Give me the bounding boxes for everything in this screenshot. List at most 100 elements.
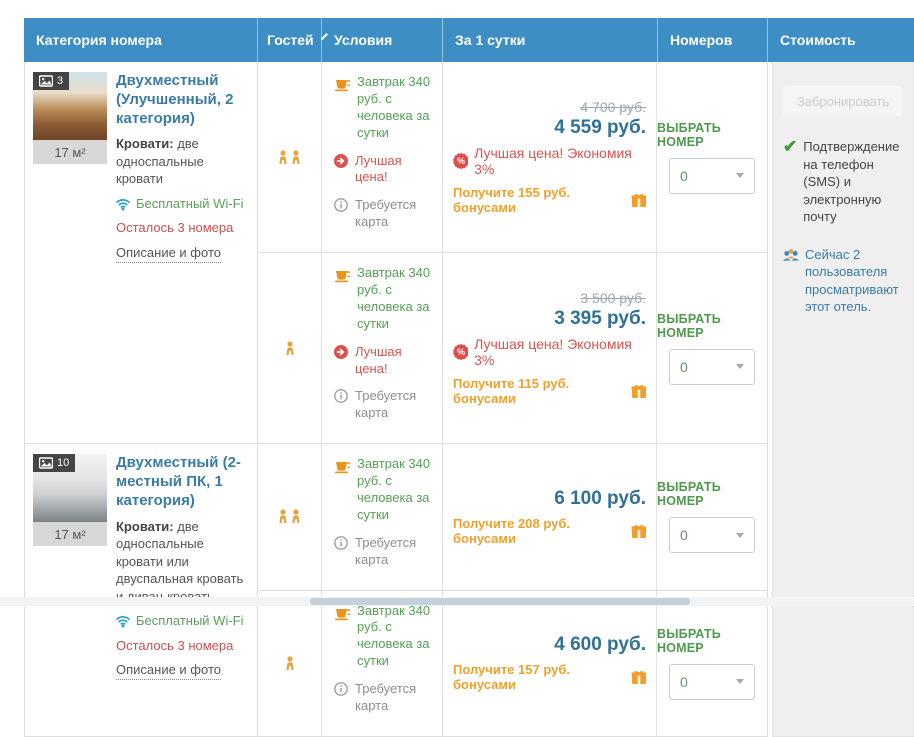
rooms-select-cell: ВЫБРАТЬ НОМЕР 0 (657, 62, 767, 252)
wifi-icon (116, 198, 130, 211)
photo-icon (39, 457, 53, 469)
price: 6 100 руб. (554, 487, 646, 509)
price-cell: 3 500 руб. 3 395 руб. Лучшая цена! Эконо… (443, 253, 657, 444)
col-header-rooms: Номеров (658, 18, 768, 62)
description-link[interactable]: Описание и фото (116, 244, 221, 263)
users-icon (783, 248, 799, 261)
bonus-line: Получите 208 руб. бонусами (453, 516, 646, 546)
room-title[interactable]: Двухместный (Улучшенный, 2 категория) (116, 72, 234, 127)
room-beds: Кровати: две односпальные кровати (116, 136, 204, 187)
rooms-count-select[interactable]: 0 (669, 517, 755, 554)
rooms-count-select[interactable]: 0 (669, 348, 755, 385)
condition-best-price: Лучшая цена! (334, 344, 436, 378)
condition-breakfast: Завтрак 340 руб. с человека за сутки (334, 74, 436, 142)
col-header-per-day: За 1 сутки (443, 18, 658, 62)
condition-breakfast: Завтрак 340 руб. с человека за сутки (334, 265, 436, 333)
scrollbar-thumb[interactable] (310, 598, 690, 605)
col-header-category: Категория номера (24, 18, 258, 62)
guests-cell (258, 590, 322, 736)
discount-seal-icon (453, 153, 469, 169)
select-room-label: ВЫБРАТЬ НОМЕР (657, 120, 721, 149)
info-icon (334, 535, 348, 550)
room-area: 17 м² (33, 140, 107, 164)
select-room-label: ВЫБРАТЬ НОМЕР (657, 311, 721, 340)
person-icon (292, 509, 300, 524)
condition-card-required: Требуется карта (334, 388, 436, 422)
room-area: 17 м² (33, 522, 107, 547)
gift-icon (631, 194, 646, 209)
room-section: 3 17 м² Двухместный (Улучшенный, 2 катег… (25, 62, 767, 445)
table-header: Категория номера Гостей Условия За 1 сут… (24, 18, 914, 62)
photo-count-badge: 10 (33, 454, 76, 473)
person-icon (279, 149, 287, 164)
discount-seal-icon (453, 344, 469, 361)
description-link[interactable]: Описание и фото (116, 661, 221, 680)
wifi-line: Бесплатный Wi-Fi (116, 612, 249, 630)
availability-note: Осталось 3 номера (116, 220, 234, 236)
select-room-label: ВЫБРАТЬ НОМЕР (657, 626, 721, 655)
room-beds: Кровати: две односпальные кровати или дв… (116, 518, 244, 604)
person-icon (279, 509, 287, 524)
rate-row: Завтрак 340 руб. с человека за сутки Луч… (258, 62, 767, 254)
breakfast-icon (334, 270, 350, 284)
confirmation-note: ✔ Подтверждение на телефон (SMS) и элект… (783, 137, 900, 225)
select-room-label: ВЫБРАТЬ НОМЕР (657, 480, 721, 509)
col-header-guests[interactable]: Гостей (258, 18, 328, 62)
booking-panel: Забронировать ✔ Подтверждение на телефон… (772, 62, 914, 737)
rooms-count-select[interactable]: 0 (669, 663, 755, 700)
gift-icon (631, 385, 646, 400)
person-icon (292, 149, 300, 164)
room-title[interactable]: Двухместный (2-местный ПК, 1 категория) (116, 454, 241, 509)
gift-icon (631, 671, 646, 686)
info-icon (334, 682, 348, 697)
room-photo[interactable]: 3 17 м² (33, 72, 107, 164)
availability-note: Осталось 3 номера (116, 637, 234, 653)
bonus-line: Получите 155 руб. бонусами (453, 185, 646, 215)
rate-row: Завтрак 340 руб. с человека за сутки Тре… (258, 444, 767, 591)
rooms-select-cell: ВЫБРАТЬ НОМЕР 0 (657, 444, 767, 589)
breakfast-icon (334, 607, 350, 621)
conditions-cell: Завтрак 340 руб. с человека за сутки Тре… (322, 444, 443, 590)
best-price-icon (334, 344, 348, 359)
old-price: 4 700 руб. (580, 99, 646, 116)
bonus-line: Получите 115 руб. бонусами (453, 376, 646, 406)
condition-card-required: Требуется карта (334, 681, 436, 715)
info-icon (334, 389, 348, 404)
gift-icon (631, 524, 646, 539)
person-icon (285, 656, 294, 670)
photo-count-badge: 3 (33, 72, 70, 90)
photo-icon (39, 75, 53, 87)
wifi-icon (116, 616, 130, 628)
col-header-conditions: Условия (322, 18, 443, 62)
horizontal-scrollbar[interactable] (0, 597, 914, 606)
guests-cell (258, 253, 322, 444)
rooms-select-cell: ВЫБРАТЬ НОМЕР 0 (657, 253, 767, 443)
breakfast-icon (334, 79, 350, 92)
select-arrow-icon (736, 364, 744, 370)
condition-card-required: Требуется карта (334, 535, 436, 569)
rate-row: Завтрак 340 руб. с человека за сутки Тре… (258, 590, 767, 736)
old-price: 3 500 руб. (580, 290, 646, 307)
bonus-line: Получите 157 руб. бонусами (453, 662, 646, 692)
rooms-count-select[interactable]: 0 (669, 157, 755, 194)
price-cell: 4 700 руб. 4 559 руб. Лучшая цена! Эконо… (443, 62, 657, 253)
condition-best-price: Лучшая цена! (334, 153, 436, 187)
col-header-cost: Стоимость (780, 32, 856, 48)
book-button[interactable]: Забронировать (783, 86, 903, 116)
price-cell: 6 100 руб. Получите 208 руб. бонусами (443, 444, 657, 590)
rooms-select-cell: ВЫБРАТЬ НОМЕР 0 (657, 591, 767, 736)
conditions-cell: Завтрак 340 руб. с человека за сутки Луч… (322, 62, 443, 253)
rooms-table: Категория номера Гостей Условия За 1 сут… (24, 18, 914, 737)
room-section: 10 17 м² Двухместный (2-местный ПК, 1 ка… (25, 444, 767, 736)
wifi-line: Бесплатный Wi-Fi (116, 195, 249, 213)
conditions-cell: Завтрак 340 руб. с человека за сутки Тре… (322, 590, 443, 736)
guests-cell (258, 444, 322, 590)
promo-line: Лучшая цена! Экономия 3% (453, 145, 646, 177)
room-photo[interactable]: 10 17 м² (33, 454, 107, 547)
price: 4 600 руб. (554, 634, 646, 656)
check-icon: ✔ (783, 137, 798, 156)
price: 4 559 руб. (554, 117, 646, 139)
best-price-icon (334, 153, 348, 168)
condition-breakfast: Завтрак 340 руб. с человека за сутки (334, 456, 436, 524)
select-arrow-icon (736, 532, 744, 538)
